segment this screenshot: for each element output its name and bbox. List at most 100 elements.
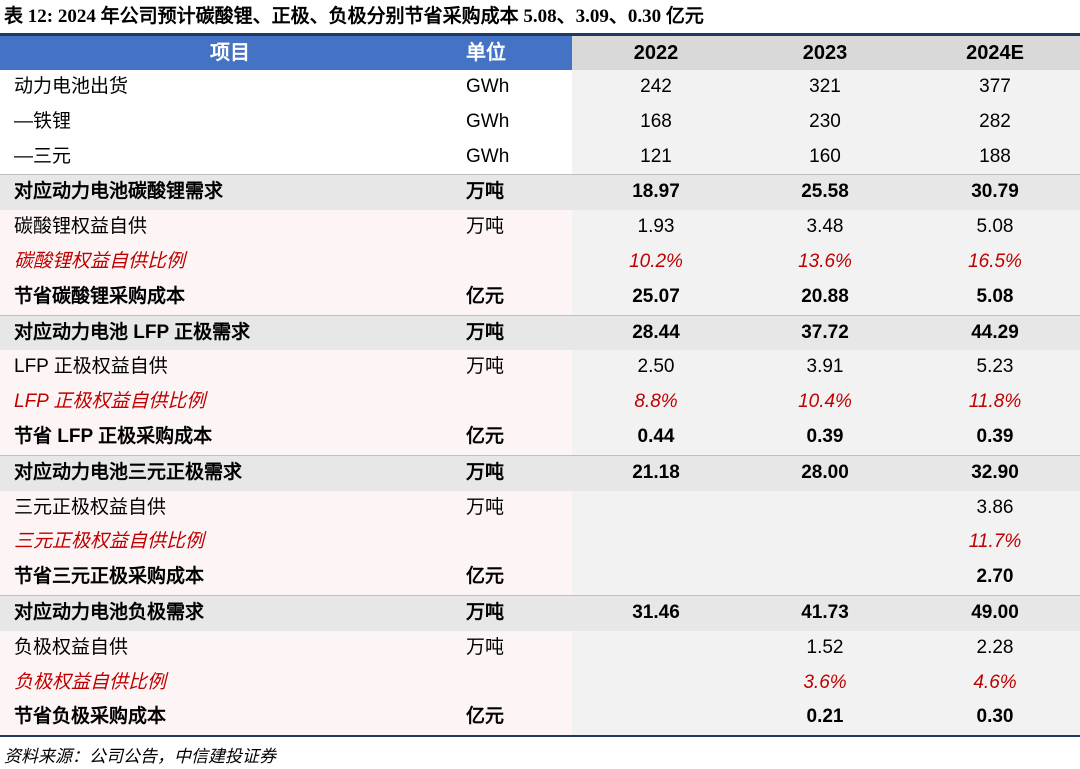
cell-2024e: 2.70 xyxy=(910,560,1080,595)
row-label: 动力电池出货 xyxy=(0,70,460,105)
cell-2023: 20.88 xyxy=(740,279,910,315)
table-row: 动力电池出货 GWh 242 321 377 xyxy=(0,70,1080,105)
row-unit: 万吨 xyxy=(460,210,572,245)
cell-2023: 0.21 xyxy=(740,700,910,736)
row-unit: 亿元 xyxy=(460,700,572,736)
cell-2023: 321 xyxy=(740,70,910,105)
table-row: 对应动力电池负极需求 万吨 31.46 41.73 49.00 xyxy=(0,594,1080,631)
cell-2022: 121 xyxy=(572,139,740,175)
row-unit: 亿元 xyxy=(460,560,572,595)
cell-2022: 10.2% xyxy=(572,244,740,280)
row-label: LFP 正极权益自供 xyxy=(0,350,460,386)
cell-2023: 3.48 xyxy=(740,210,910,245)
header-2024e: 2024E xyxy=(910,36,1080,70)
cell-2022: 168 xyxy=(572,104,740,140)
row-unit: 万吨 xyxy=(460,595,572,631)
cell-2022: 31.46 xyxy=(572,595,740,631)
table-row: 对应动力电池碳酸锂需求 万吨 18.97 25.58 30.79 xyxy=(0,174,1080,211)
row-label: 碳酸锂权益自供 xyxy=(0,210,460,245)
cell-2023: 41.73 xyxy=(740,595,910,631)
table-row: 碳酸锂权益自供比例 10.2% 13.6% 16.5% xyxy=(0,244,1080,280)
cell-2024e: 5.08 xyxy=(910,210,1080,245)
cell-2023: 3.6% xyxy=(740,665,910,701)
table-row: —铁锂 GWh 168 230 282 xyxy=(0,104,1080,140)
header-2022: 2022 xyxy=(572,36,740,70)
cell-2024e: 0.39 xyxy=(910,419,1080,455)
row-label: 三元正极权益自供比例 xyxy=(0,525,460,561)
row-label: 碳酸锂权益自供比例 xyxy=(0,244,460,280)
cell-2022: 28.44 xyxy=(572,315,740,351)
row-label: 对应动力电池三元正极需求 xyxy=(0,455,460,491)
row-label: 三元正极权益自供 xyxy=(0,490,460,526)
cell-2024e: 2.28 xyxy=(910,630,1080,666)
table-row: LFP 正极权益自供 万吨 2.50 3.91 5.23 xyxy=(0,350,1080,386)
cell-2022 xyxy=(572,700,740,736)
table-row: —三元 GWh 121 160 188 xyxy=(0,139,1080,175)
cell-2024e: 49.00 xyxy=(910,595,1080,631)
header-unit: 单位 xyxy=(460,36,572,70)
cell-2024e: 16.5% xyxy=(910,244,1080,280)
cell-2024e: 4.6% xyxy=(910,665,1080,701)
cell-2023 xyxy=(740,490,910,526)
row-label: 节省负极采购成本 xyxy=(0,700,460,736)
row-label: 负极权益自供 xyxy=(0,630,460,666)
row-unit: 万吨 xyxy=(460,350,572,386)
bottom-rule xyxy=(0,735,1080,738)
cell-2023 xyxy=(740,560,910,595)
table-row: 负极权益自供 万吨 1.52 2.28 xyxy=(0,630,1080,666)
row-unit: GWh xyxy=(460,104,572,140)
row-label: 对应动力电池负极需求 xyxy=(0,595,460,631)
cell-2022 xyxy=(572,665,740,701)
cell-2024e: 32.90 xyxy=(910,455,1080,491)
table-row: 节省三元正极采购成本 亿元 2.70 xyxy=(0,560,1080,595)
cell-2023: 230 xyxy=(740,104,910,140)
table-row: 三元正极权益自供 万吨 3.86 xyxy=(0,490,1080,526)
cell-2022 xyxy=(572,525,740,561)
table-row: 负极权益自供比例 3.6% 4.6% xyxy=(0,665,1080,701)
cell-2024e: 11.7% xyxy=(910,525,1080,561)
row-unit: 万吨 xyxy=(460,455,572,491)
table-row: 碳酸锂权益自供 万吨 1.93 3.48 5.08 xyxy=(0,210,1080,245)
source-note: 资料来源：公司公告，中信建投证券 xyxy=(4,747,276,766)
header-item: 项目 xyxy=(0,36,460,70)
cell-2023: 10.4% xyxy=(740,385,910,420)
row-unit: 万吨 xyxy=(460,630,572,666)
row-unit: 亿元 xyxy=(460,279,572,315)
row-label: 节省碳酸锂采购成本 xyxy=(0,279,460,315)
row-label: 节省 LFP 正极采购成本 xyxy=(0,419,460,455)
cell-2024e: 282 xyxy=(910,104,1080,140)
table-row: 对应动力电池 LFP 正极需求 万吨 28.44 37.72 44.29 xyxy=(0,314,1080,351)
top-rule xyxy=(0,33,1080,36)
table-title: 表 12: 2024 年公司预计碳酸锂、正极、负极分别节省采购成本 5.08、3… xyxy=(4,6,704,27)
cell-2023: 37.72 xyxy=(740,315,910,351)
row-unit: 亿元 xyxy=(460,419,572,455)
cell-2022 xyxy=(572,490,740,526)
cell-2022 xyxy=(572,630,740,666)
row-label: 负极权益自供比例 xyxy=(0,665,460,701)
row-label: 节省三元正极采购成本 xyxy=(0,560,460,595)
row-unit xyxy=(460,385,572,420)
row-label: 对应动力电池 LFP 正极需求 xyxy=(0,315,460,351)
cell-2024e: 30.79 xyxy=(910,175,1080,211)
row-unit: 万吨 xyxy=(460,490,572,526)
row-label: LFP 正极权益自供比例 xyxy=(0,385,460,420)
cell-2022: 0.44 xyxy=(572,419,740,455)
row-unit xyxy=(460,244,572,280)
cell-2022: 242 xyxy=(572,70,740,105)
header-2023: 2023 xyxy=(740,36,910,70)
row-unit xyxy=(460,525,572,561)
row-label: 对应动力电池碳酸锂需求 xyxy=(0,175,460,211)
cell-2023: 28.00 xyxy=(740,455,910,491)
row-label: —铁锂 xyxy=(0,104,460,140)
cell-2023: 25.58 xyxy=(740,175,910,211)
table-row: 节省碳酸锂采购成本 亿元 25.07 20.88 5.08 xyxy=(0,279,1080,315)
row-unit xyxy=(460,665,572,701)
cell-2023: 160 xyxy=(740,139,910,175)
cell-2024e: 188 xyxy=(910,139,1080,175)
cell-2023: 0.39 xyxy=(740,419,910,455)
cell-2024e: 3.86 xyxy=(910,490,1080,526)
cell-2024e: 5.08 xyxy=(910,279,1080,315)
cell-2023: 1.52 xyxy=(740,630,910,666)
table-row: 节省 LFP 正极采购成本 亿元 0.44 0.39 0.39 xyxy=(0,419,1080,455)
table-row: 对应动力电池三元正极需求 万吨 21.18 28.00 32.90 xyxy=(0,454,1080,491)
